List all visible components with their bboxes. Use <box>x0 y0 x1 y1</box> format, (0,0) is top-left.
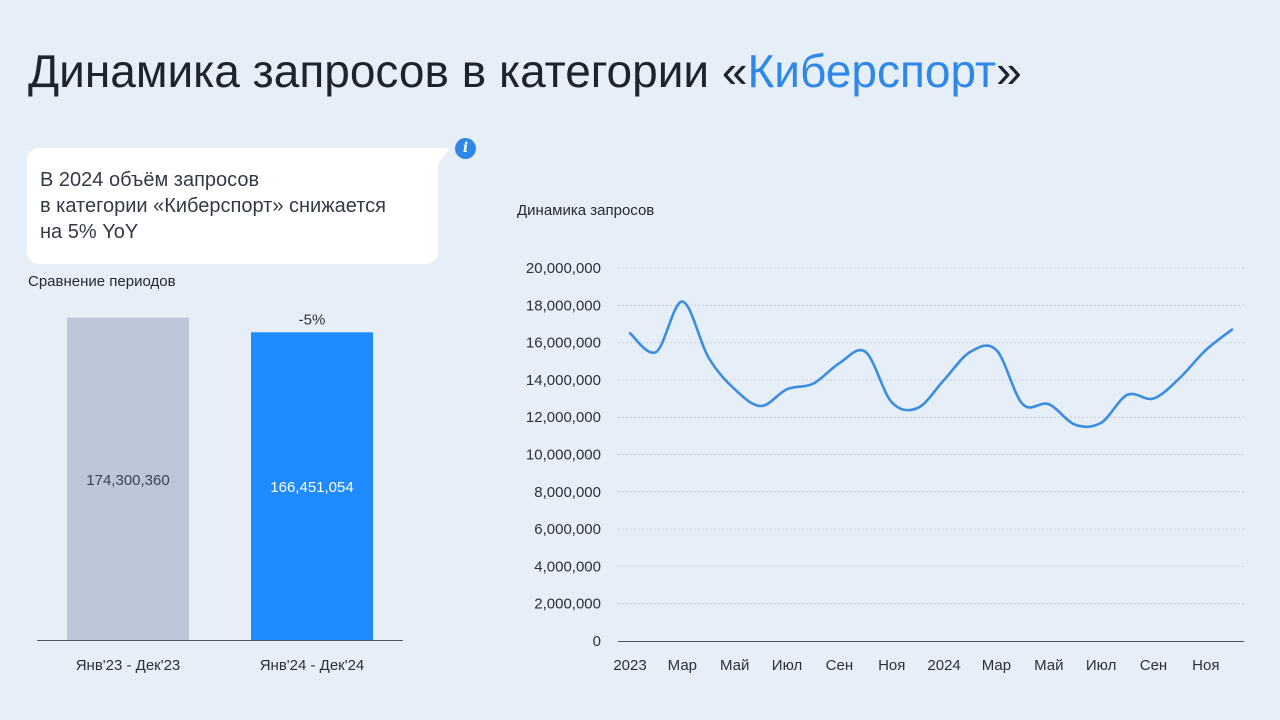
callout-text: В 2024 объём запросов в категории «Кибер… <box>40 167 430 245</box>
bar-category-label-1: Янв'23 - Дек'23 <box>76 657 181 674</box>
x-tick-label-10: Июл <box>1086 657 1116 674</box>
bar-category-label-2: Янв'24 - Дек'24 <box>260 657 365 674</box>
x-tick-label-12: Ноя <box>1192 657 1219 674</box>
x-tick-label-1: 2023 <box>613 657 646 674</box>
bar-chart-title: Сравнение периодов <box>28 273 176 290</box>
y-tick-label-10: 20,000,000 <box>526 260 601 277</box>
title-accent: Киберспорт <box>747 45 997 97</box>
insight-callout: В 2024 объём запросов в категории «Кибер… <box>27 148 450 264</box>
bar-2 <box>251 332 373 640</box>
y-tick-label-1: 2,000,000 <box>534 596 601 613</box>
y-tick-label-9: 18,000,000 <box>526 297 601 314</box>
x-tick-label-2: Мар <box>668 657 697 674</box>
callout-line-2: в категории «Киберспорт» снижается <box>40 195 386 217</box>
x-tick-label-11: Сен <box>1140 657 1167 674</box>
x-tick-label-9: Май <box>1034 657 1063 674</box>
x-tick-label-5: Сен <box>826 657 853 674</box>
y-tick-label-3: 6,000,000 <box>534 521 601 538</box>
y-tick-label-0: 0 <box>593 633 601 650</box>
y-tick-label-8: 16,000,000 <box>526 335 601 352</box>
title-prefix: Динамика запросов в категории « <box>28 45 748 97</box>
x-tick-label-8: Мар <box>982 657 1011 674</box>
y-tick-label-2: 4,000,000 <box>534 558 601 575</box>
series-line <box>628 300 1234 429</box>
bar-1 <box>67 317 189 640</box>
y-tick-label-7: 14,000,000 <box>526 372 601 389</box>
bar-value-label-2: 166,451,054 <box>270 479 353 496</box>
y-tick-label-4: 8,000,000 <box>534 484 601 501</box>
x-tick-label-3: Май <box>720 657 749 674</box>
callout-line-3: на 5% YoY <box>40 221 139 243</box>
change-label: -5% <box>299 311 326 328</box>
title-suffix: » <box>996 45 1022 97</box>
info-icon[interactable]: i <box>455 138 476 159</box>
callout-line-1: В 2024 объём запросов <box>40 169 260 191</box>
bar-value-label-1: 174,300,360 <box>86 472 169 489</box>
x-tick-label-6: Ноя <box>878 657 905 674</box>
y-tick-label-5: 10,000,000 <box>526 447 601 464</box>
x-tick-label-4: Июл <box>772 657 802 674</box>
line-chart-title: Динамика запросов <box>517 202 655 219</box>
y-tick-label-6: 12,000,000 <box>526 409 601 426</box>
page-title: Динамика запросов в категории «Киберспор… <box>28 44 1022 98</box>
x-tick-label-7: 2024 <box>927 657 960 674</box>
